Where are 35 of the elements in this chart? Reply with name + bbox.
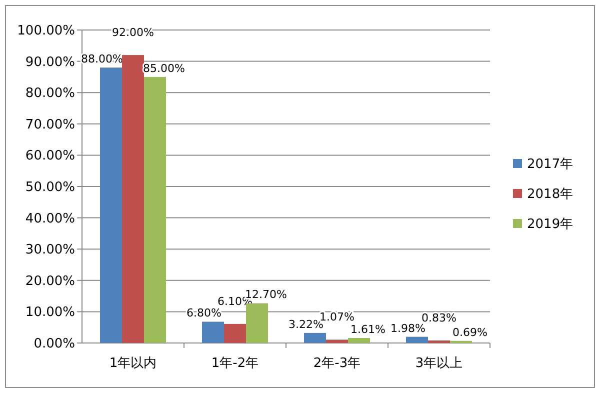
y-tick-label: 70.00%	[25, 117, 75, 132]
data-label: 6.80%	[186, 306, 222, 320]
data-label: 0.69%	[452, 326, 488, 339]
x-tick-label: 2年-3年	[313, 356, 361, 371]
bar	[348, 338, 370, 343]
legend-label: 2017年	[527, 157, 574, 172]
bar	[224, 324, 246, 343]
y-tick-label: 60.00%	[25, 148, 75, 164]
data-label: 92.00%	[112, 26, 154, 40]
bar	[202, 322, 224, 343]
bar	[428, 340, 450, 343]
y-tick-label: 100.00%	[17, 24, 75, 38]
bar	[406, 336, 428, 343]
legend-label: 2019年	[527, 217, 574, 232]
bar	[144, 76, 166, 343]
bar	[326, 340, 348, 343]
x-tick-label: 1年-2年	[211, 356, 259, 371]
x-tick-label: 1年以内	[109, 356, 157, 371]
data-label: 1.61%	[350, 322, 386, 336]
y-tick-label: 50.00%	[25, 180, 75, 195]
x-tick-label: 3年以上	[415, 356, 463, 371]
y-tick-label: 0.00%	[34, 336, 75, 352]
legend-label: 2018年	[527, 187, 574, 202]
y-tick-label: 20.00%	[25, 274, 75, 289]
bar	[304, 332, 326, 343]
data-label: 1.98%	[390, 322, 426, 335]
data-label: 88.00%	[81, 52, 123, 66]
bar	[100, 68, 122, 343]
data-label: 0.83%	[422, 311, 456, 324]
y-tick-label: 40.00%	[25, 211, 75, 226]
y-tick-label: 10.00%	[25, 305, 75, 320]
y-tick-label: 90.00%	[25, 54, 75, 70]
y-tick-label: 80.00%	[25, 86, 75, 102]
y-tick-label: 30.00%	[25, 242, 75, 258]
bar	[122, 55, 144, 343]
